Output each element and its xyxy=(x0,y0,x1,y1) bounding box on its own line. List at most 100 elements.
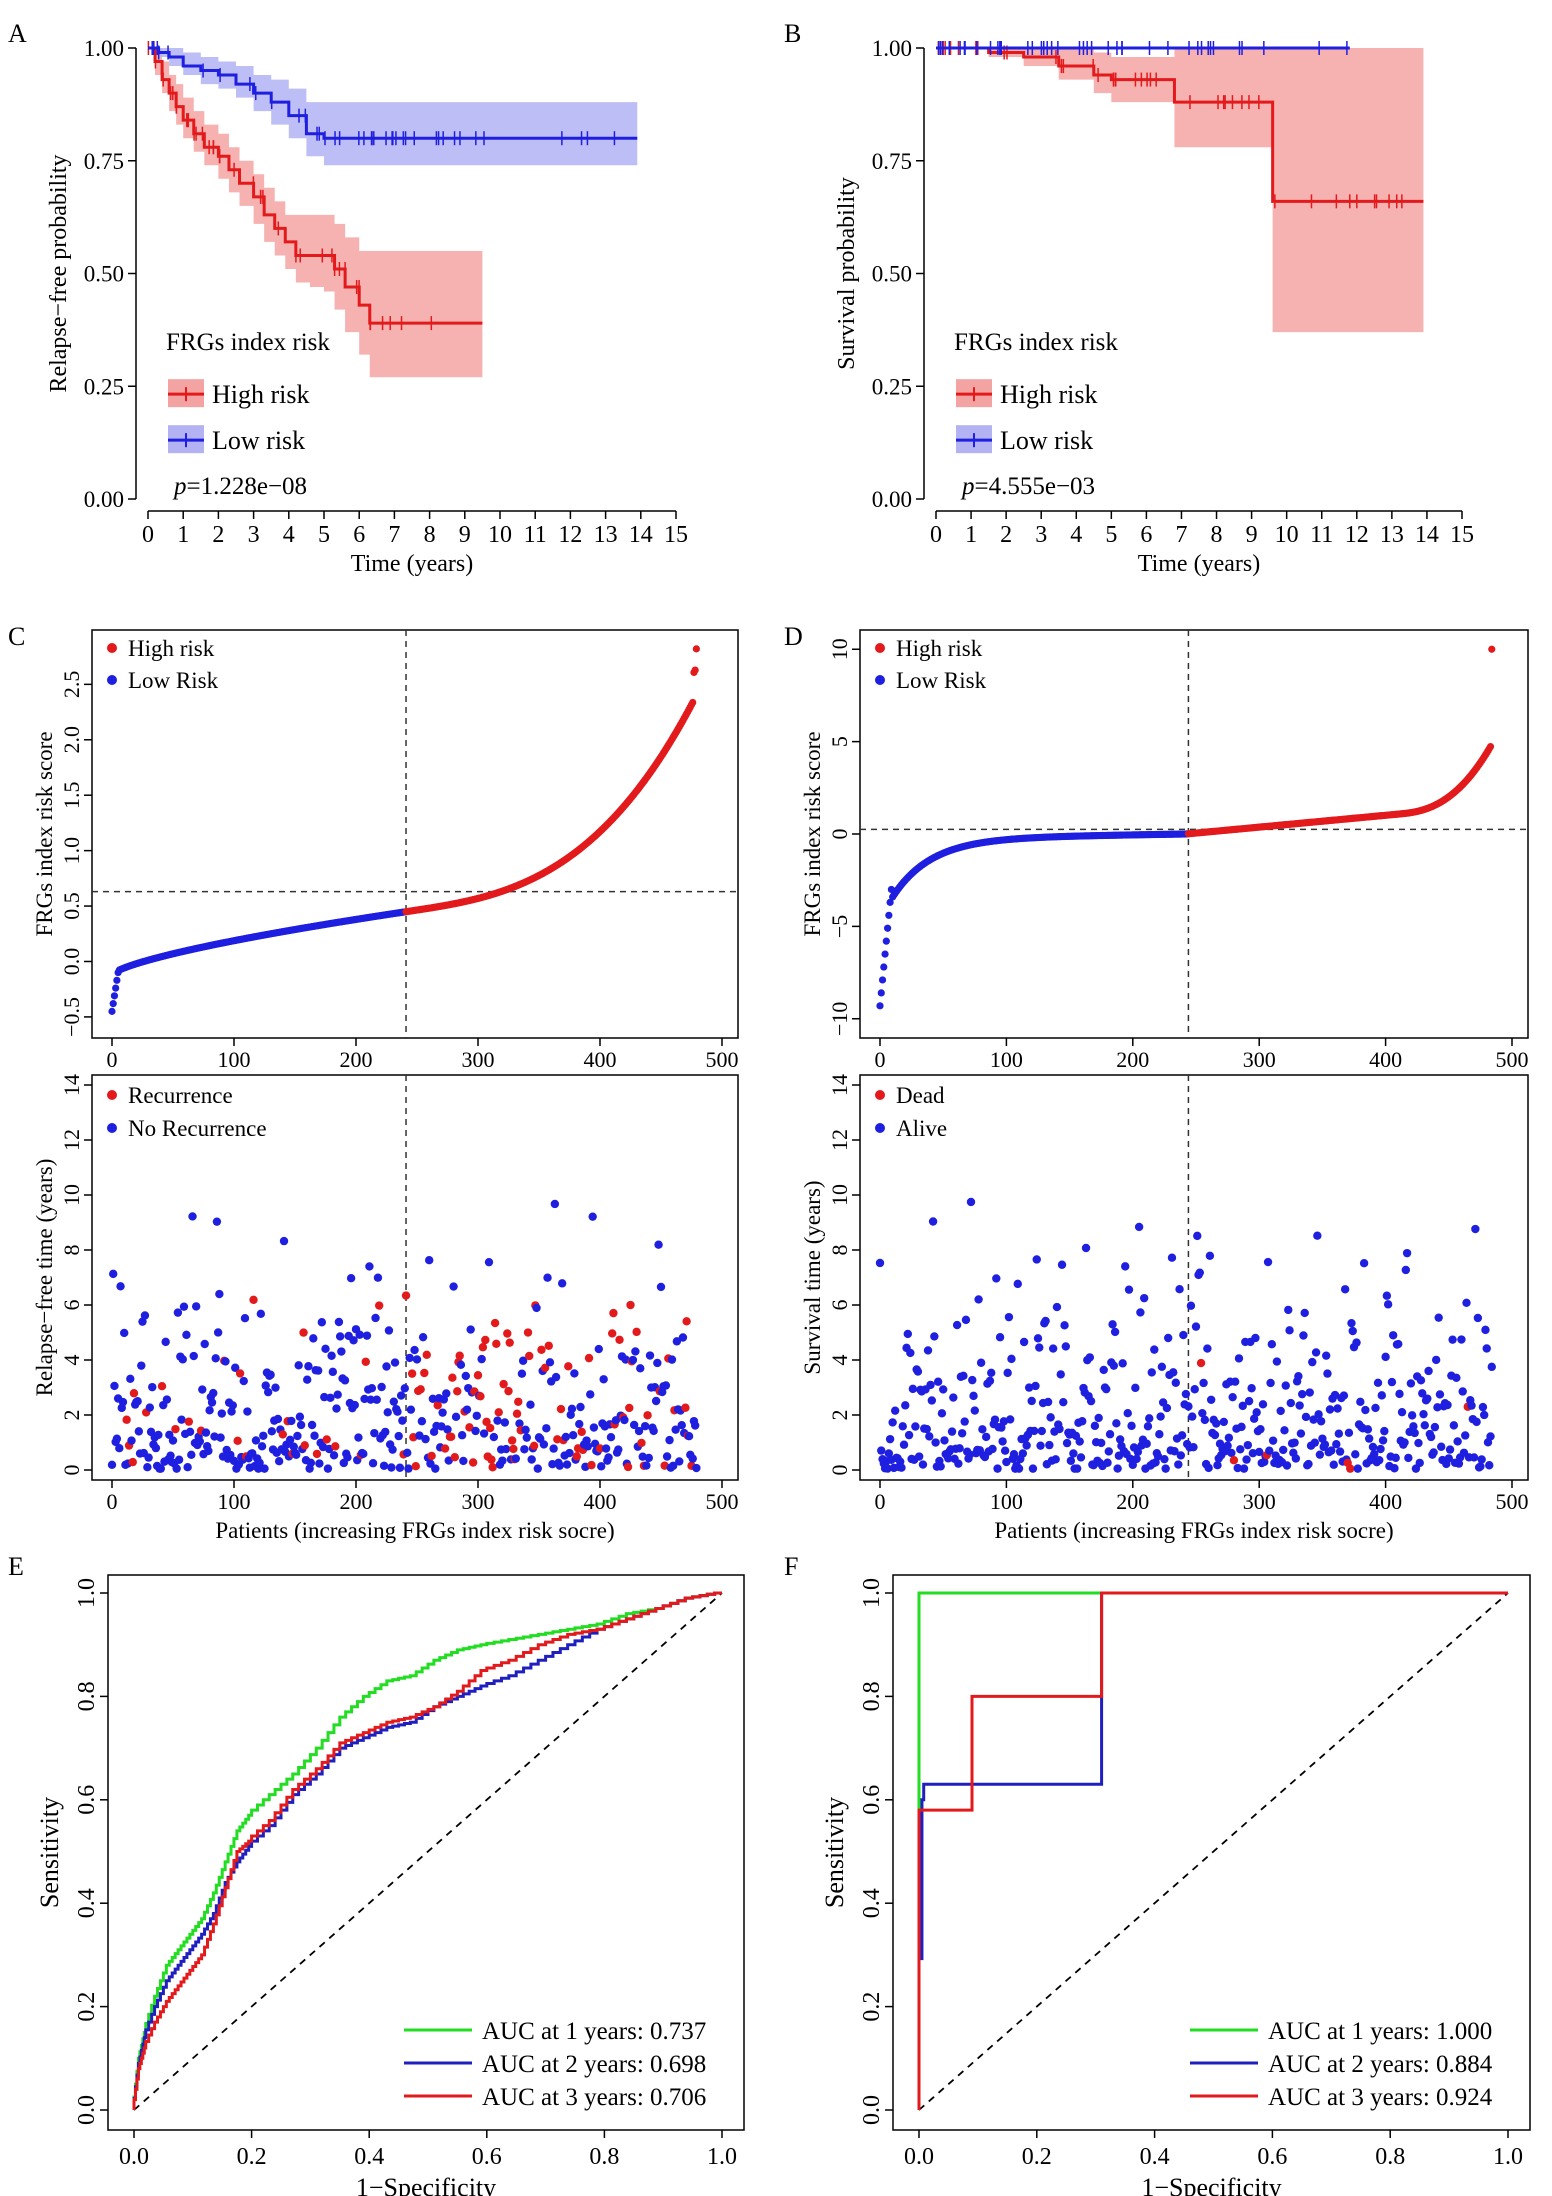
censored-point xyxy=(649,1426,658,1436)
high-risk-point xyxy=(1486,742,1495,751)
panel-label-F: F xyxy=(784,1552,798,1581)
censored-point xyxy=(415,1431,424,1440)
censored-point xyxy=(1347,1318,1356,1328)
event-point xyxy=(171,1424,180,1434)
censored-point xyxy=(127,1436,136,1445)
censored-point xyxy=(1078,1417,1087,1426)
censored-point xyxy=(166,1451,175,1460)
low-risk-point xyxy=(112,984,120,992)
event-point xyxy=(504,1386,513,1396)
censored-point xyxy=(294,1361,303,1370)
event-point xyxy=(427,1451,436,1461)
censored-point xyxy=(1043,1397,1053,1407)
censored-point xyxy=(1415,1458,1424,1468)
y-tick-label: 2 xyxy=(59,1410,84,1421)
censored-point xyxy=(653,1358,662,1368)
censored-point xyxy=(949,1393,958,1402)
censored-point xyxy=(604,1453,613,1462)
censored-point xyxy=(172,1464,181,1473)
censored-point xyxy=(1291,1454,1301,1463)
censored-point xyxy=(1037,1426,1046,1436)
censored-point xyxy=(1169,1368,1178,1377)
low-risk-point xyxy=(110,992,119,1000)
censored-point xyxy=(126,1374,135,1384)
y-tick-label: 4 xyxy=(59,1355,84,1366)
censored-point xyxy=(1404,1453,1413,1463)
y-tick-label: 0.2 xyxy=(859,1992,885,2022)
censored-point xyxy=(1184,1402,1193,1411)
censored-point xyxy=(1171,1378,1180,1387)
censored-point xyxy=(1237,1422,1246,1432)
y-tick-label: 12 xyxy=(827,1129,852,1151)
censored-point xyxy=(884,1449,894,1458)
censored-point xyxy=(1485,1461,1494,1470)
censored-point xyxy=(1123,1408,1132,1418)
plot-frame xyxy=(859,1074,1529,1481)
censored-point xyxy=(137,1361,146,1370)
diagonal-reference xyxy=(133,1592,723,2111)
censored-point xyxy=(379,1461,389,1470)
censored-point xyxy=(1461,1431,1470,1440)
x-tick-label: 300 xyxy=(462,1489,495,1514)
y-tick-label: 0.0 xyxy=(859,2095,885,2125)
censored-point xyxy=(1351,1450,1360,1459)
censored-point xyxy=(279,1236,289,1246)
x-tick-label: 200 xyxy=(1116,1047,1149,1072)
event-point xyxy=(608,1329,617,1338)
event-point xyxy=(468,1458,478,1467)
censored-point xyxy=(1124,1285,1134,1294)
censored-point xyxy=(1176,1451,1186,1460)
event-point xyxy=(129,1389,139,1398)
x-axis-title: Patients (increasing FRGs index risk soc… xyxy=(994,1518,1393,1543)
x-tick-label: 1.0 xyxy=(707,2144,737,2170)
censored-point xyxy=(457,1431,467,1440)
censored-point xyxy=(1458,1387,1467,1396)
censored-point xyxy=(1481,1325,1490,1335)
low-risk-point xyxy=(877,989,885,997)
censored-point xyxy=(366,1395,375,1404)
event-point xyxy=(1196,1358,1206,1368)
censored-point xyxy=(1387,1377,1397,1387)
y-tick-label: 0.6 xyxy=(74,1785,100,1815)
censored-point xyxy=(360,1394,369,1404)
censored-point xyxy=(346,1273,356,1283)
censored-point xyxy=(418,1332,428,1342)
censored-point xyxy=(1234,1354,1244,1363)
censored-point xyxy=(903,1329,913,1339)
event-point xyxy=(490,1318,500,1328)
censored-point xyxy=(1316,1417,1326,1426)
y-tick-label: 8 xyxy=(59,1245,84,1256)
censored-point xyxy=(425,1256,434,1265)
censored-point xyxy=(1032,1255,1041,1264)
censored-point xyxy=(1321,1351,1331,1360)
y-tick-label: 8 xyxy=(827,1245,852,1256)
censored-point xyxy=(947,1427,957,1436)
censored-point xyxy=(1156,1412,1165,1421)
censored-point xyxy=(583,1442,592,1451)
censored-point xyxy=(333,1390,342,1399)
event-point xyxy=(128,1457,137,1467)
censored-point xyxy=(1299,1331,1308,1340)
censored-point xyxy=(1315,1450,1325,1459)
event-point xyxy=(529,1441,539,1451)
legend-label: High risk xyxy=(212,380,310,409)
censored-point xyxy=(1133,1447,1143,1457)
event-point xyxy=(453,1387,462,1396)
low-risk-point xyxy=(885,911,893,919)
censored-point xyxy=(1188,1412,1197,1421)
x-tick-label: 7 xyxy=(388,522,400,548)
event-point xyxy=(184,1417,194,1426)
censored-point xyxy=(1364,1434,1374,1443)
censored-point xyxy=(675,1457,684,1466)
censored-point xyxy=(1449,1421,1459,1430)
censored-point xyxy=(933,1377,943,1386)
censored-point xyxy=(521,1425,530,1435)
censored-point xyxy=(354,1433,363,1442)
censored-point xyxy=(918,1460,928,1469)
event-point xyxy=(446,1432,456,1441)
legend-label: High risk xyxy=(1000,380,1098,409)
y-tick-label: 5 xyxy=(827,736,852,747)
censored-point xyxy=(667,1355,677,1364)
censored-point xyxy=(555,1461,564,1470)
censored-point xyxy=(405,1353,414,1363)
